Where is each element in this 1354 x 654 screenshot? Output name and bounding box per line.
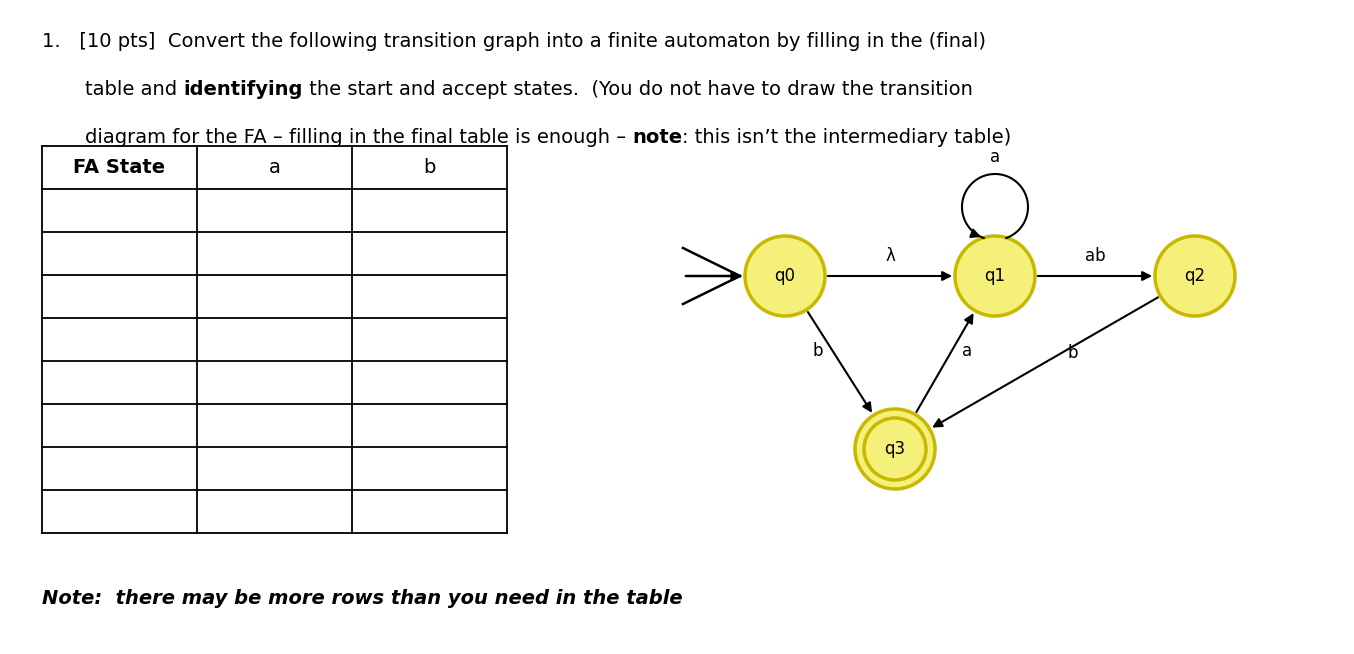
- Text: diagram for the FA – filling in the final table is enough –: diagram for the FA – filling in the fina…: [85, 128, 632, 147]
- Text: q0: q0: [774, 267, 796, 285]
- Text: b: b: [1068, 343, 1078, 362]
- Text: the start and accept states.  (You do not have to draw the transition: the start and accept states. (You do not…: [303, 80, 972, 99]
- Circle shape: [955, 236, 1034, 316]
- Circle shape: [745, 236, 825, 316]
- Text: q2: q2: [1185, 267, 1205, 285]
- Text: Note:  there may be more rows than you need in the table: Note: there may be more rows than you ne…: [42, 589, 682, 608]
- Text: q3: q3: [884, 440, 906, 458]
- Circle shape: [1155, 236, 1235, 316]
- Text: identifying: identifying: [183, 80, 303, 99]
- Text: a: a: [990, 148, 1001, 166]
- Circle shape: [854, 409, 936, 489]
- Text: 1.   [10 pts]  Convert the following transition graph into a finite automaton by: 1. [10 pts] Convert the following transi…: [42, 32, 986, 51]
- Text: note: note: [632, 128, 682, 147]
- Text: table and: table and: [85, 80, 183, 99]
- Text: q1: q1: [984, 267, 1006, 285]
- Text: a: a: [961, 341, 972, 360]
- Text: ab: ab: [1085, 247, 1105, 265]
- Text: FA State: FA State: [73, 158, 165, 177]
- Text: a: a: [268, 158, 280, 177]
- Text: b: b: [812, 341, 823, 360]
- Text: λ: λ: [886, 247, 895, 265]
- Text: : this isn’t the intermediary table): : this isn’t the intermediary table): [682, 128, 1011, 147]
- Text: b: b: [424, 158, 436, 177]
